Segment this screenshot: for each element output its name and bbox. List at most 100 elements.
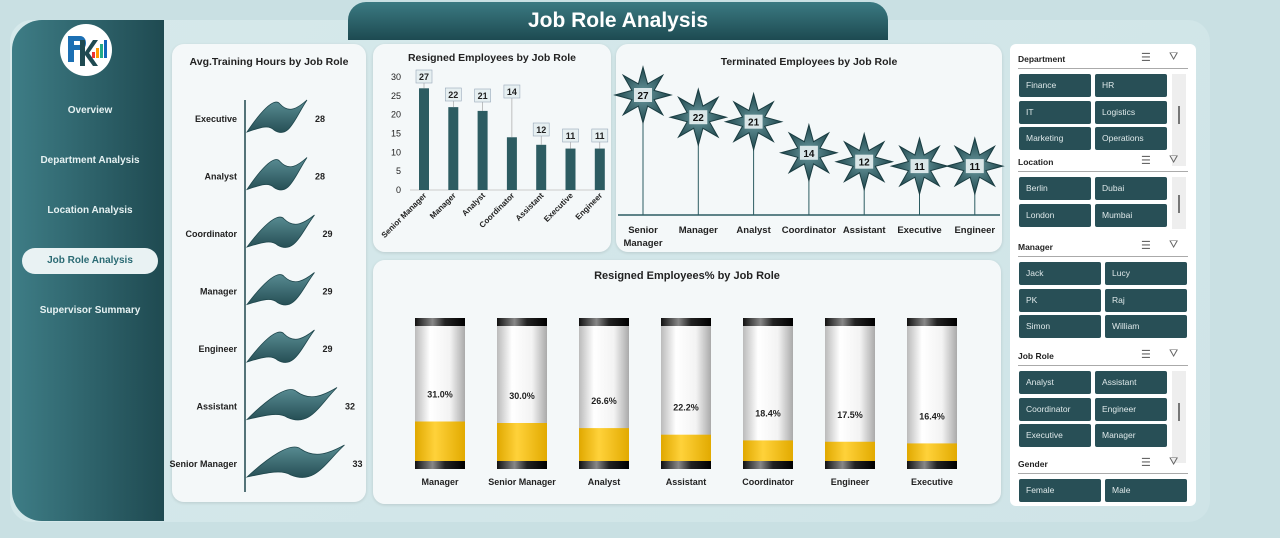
company-logo: [60, 24, 112, 76]
value-label: 32: [345, 402, 355, 412]
category-label: Manager: [623, 238, 662, 249]
value-box: [474, 88, 491, 103]
y-tick-label: 25: [391, 91, 401, 101]
slicer-item-london[interactable]: London: [1019, 203, 1091, 227]
cylinder-cap-top: [661, 318, 711, 326]
slicer-title-department: Department: [1018, 54, 1066, 64]
value-label: 29: [323, 344, 333, 354]
clear-filter-icon[interactable]: ⛛: [1169, 154, 1179, 166]
multi-select-icon[interactable]: ☰: [1141, 457, 1151, 469]
value-label: 31.0%: [427, 390, 453, 400]
slicer-item-lucy[interactable]: Lucy: [1105, 262, 1187, 285]
value-label: 26.6%: [591, 396, 617, 406]
flag-bar: [245, 329, 315, 363]
category-label: Engineer: [574, 191, 605, 222]
slicer-item-mumbai[interactable]: Mumbai: [1095, 203, 1167, 227]
flag-bar: [245, 272, 315, 306]
flag-bar: [246, 99, 308, 133]
chart-title: Resigned Employees by Job Role: [407, 52, 577, 64]
slicer-item-william[interactable]: William: [1105, 315, 1187, 338]
value-box: [855, 154, 874, 169]
slicer-item-executive[interactable]: Executive: [1019, 424, 1091, 447]
value-label: 12: [859, 158, 871, 169]
slicer-divider: [1018, 473, 1188, 474]
clear-filter-icon[interactable]: ⛛: [1169, 348, 1179, 360]
page-title: Job Role Analysis: [348, 2, 888, 40]
value-label: 12: [536, 125, 546, 135]
bar: [477, 110, 488, 190]
cylinder-fill: [415, 421, 465, 468]
cylinder-cap-bottom: [497, 461, 547, 469]
slicer-item-coordinator[interactable]: Coordinator: [1019, 397, 1091, 421]
slicer-item-male[interactable]: Male: [1105, 479, 1187, 502]
resigned-card: Resigned Employees by Job Role: [373, 44, 611, 252]
slicer-item-female[interactable]: Female: [1019, 479, 1101, 502]
category-label: Senior Manager: [488, 477, 556, 487]
clear-filter-icon[interactable]: ⛛: [1169, 456, 1179, 468]
slicer-item-logistics[interactable]: Logistics: [1095, 100, 1167, 124]
category-label: Senior Manager: [169, 459, 237, 469]
nav-item-supervisor-summary[interactable]: Supervisor Summary: [39, 305, 141, 316]
value-label: 22.2%: [673, 403, 699, 413]
nav-item-department-analysis[interactable]: Department Analysis: [40, 155, 140, 166]
slicer-item-raj[interactable]: Raj: [1105, 288, 1187, 312]
value-box: [799, 145, 818, 160]
y-tick-label: 15: [391, 129, 401, 139]
value-box: [444, 87, 462, 102]
category-label: Analyst: [460, 191, 487, 218]
slicer-item-jack[interactable]: Jack: [1019, 262, 1101, 285]
value-box: [744, 114, 763, 129]
slicer-divider: [1018, 256, 1188, 257]
y-tick-label: 20: [391, 110, 401, 120]
category-label: Analyst: [736, 225, 771, 236]
slicer-item-pk[interactable]: PK: [1019, 288, 1101, 312]
slicer-item-it[interactable]: IT: [1019, 100, 1091, 124]
slicer-item-manager[interactable]: Manager: [1095, 424, 1167, 447]
bar: [536, 144, 547, 190]
cylinder-cap-top: [579, 318, 629, 326]
scrollbar[interactable]: [1172, 371, 1186, 463]
value-box: [689, 110, 708, 125]
multi-select-icon[interactable]: ☰: [1141, 349, 1151, 361]
multi-select-icon[interactable]: ☰: [1141, 52, 1151, 64]
value-label: 14: [803, 149, 815, 160]
multi-select-icon[interactable]: ☰: [1141, 240, 1151, 252]
slicer-item-marketing[interactable]: Marketing: [1019, 127, 1091, 150]
slicer-item-assistant[interactable]: Assistant: [1095, 371, 1167, 394]
nav-item-location-analysis[interactable]: Location Analysis: [47, 205, 133, 216]
scrollbar[interactable]: [1172, 74, 1186, 166]
value-label: 29: [323, 287, 333, 297]
slicer-item-operations[interactable]: Operations: [1095, 127, 1167, 150]
slicer-item-hr[interactable]: HR: [1095, 74, 1167, 97]
clear-filter-icon[interactable]: ⛛: [1169, 51, 1179, 63]
slicer-item-finance[interactable]: Finance: [1019, 74, 1091, 97]
category-label: Manager: [200, 287, 238, 297]
value-label: 33: [353, 459, 363, 469]
nav-item-overview[interactable]: Overview: [67, 105, 113, 116]
slicer-item-engineer[interactable]: Engineer: [1095, 397, 1167, 421]
category-label: Assistant: [196, 402, 237, 412]
category-label: Executive: [897, 225, 941, 236]
category-label: Coordinator: [742, 477, 794, 487]
clear-filter-icon[interactable]: ⛛: [1169, 239, 1179, 251]
value-box: [415, 69, 433, 84]
nav-item-job-role-analysis[interactable]: Job Role Analysis: [22, 248, 158, 274]
category-label: Coordinator: [782, 225, 837, 236]
value-label: 11: [914, 162, 925, 173]
slicer-item-dubai[interactable]: Dubai: [1095, 177, 1167, 200]
cylinder-cap-top: [743, 318, 793, 326]
slicer-item-analyst[interactable]: Analyst: [1019, 371, 1091, 394]
cylinder-fill: [497, 423, 547, 468]
category-label: Manager: [421, 477, 459, 487]
slicer-item-simon[interactable]: Simon: [1019, 315, 1101, 338]
cylinder-cap-bottom: [907, 461, 957, 469]
multi-select-icon[interactable]: ☰: [1141, 155, 1151, 167]
value-label: 11: [595, 131, 605, 141]
flag-bar: [245, 387, 338, 421]
slicer-item-berlin[interactable]: Berlin: [1019, 177, 1091, 200]
cylinder-cap-bottom: [743, 461, 793, 469]
scrollbar[interactable]: [1172, 177, 1186, 229]
cylinder-cap-bottom: [579, 461, 629, 469]
slicer-divider: [1018, 171, 1188, 172]
